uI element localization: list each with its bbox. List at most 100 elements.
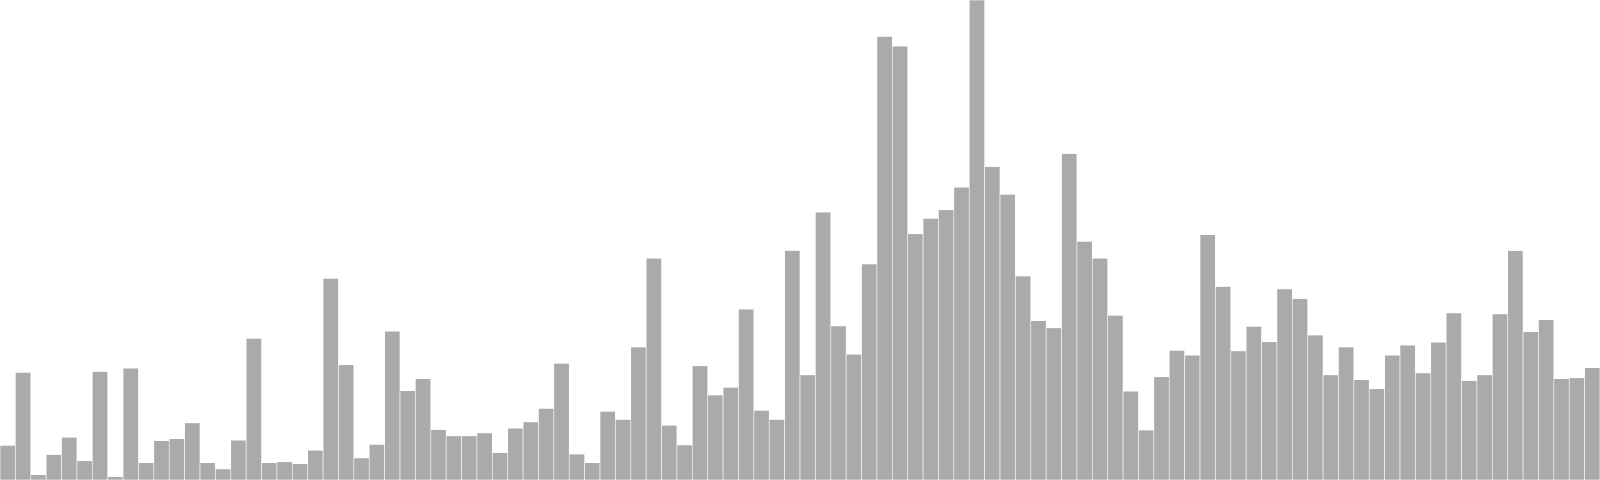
bar-31: [461, 435, 478, 480]
bar-8: [107, 476, 124, 480]
bar-43: [645, 257, 662, 480]
bar-88: [1338, 346, 1355, 480]
bar-57: [861, 263, 878, 480]
bar-33: [492, 452, 508, 480]
bar-72: [1092, 257, 1108, 480]
bar-28: [415, 378, 432, 480]
bar-90: [1368, 388, 1385, 480]
bar-94: [1430, 341, 1447, 480]
bar-104: [1584, 367, 1600, 480]
bar-100: [1522, 331, 1539, 480]
bar-2: [15, 372, 32, 480]
bar-69: [1045, 327, 1062, 480]
bar-62: [938, 209, 955, 480]
bar-61: [922, 218, 939, 480]
bar-70: [1061, 153, 1078, 480]
bar-36: [538, 408, 555, 480]
bar-4: [45, 454, 62, 480]
bar-98: [1492, 313, 1508, 480]
bar-83: [1261, 341, 1278, 480]
bar-50: [753, 410, 770, 480]
bar-81: [1230, 350, 1247, 480]
bar-55: [830, 325, 847, 480]
bar-63: [953, 186, 970, 480]
bar-11: [153, 440, 170, 480]
bar-74: [1122, 390, 1139, 480]
bar-25: [368, 444, 385, 480]
bar-75: [1138, 429, 1155, 480]
bar-10: [138, 462, 155, 480]
bar-40: [599, 411, 616, 480]
bar-95: [1445, 312, 1462, 480]
bar-91: [1384, 354, 1401, 480]
bar-24: [353, 457, 370, 480]
bar-29: [430, 429, 447, 480]
bar-20: [292, 463, 308, 480]
bar-1: [0, 445, 16, 480]
bar-99: [1507, 250, 1524, 480]
bar-19: [276, 461, 293, 480]
bar-44: [661, 424, 678, 480]
bar-17: [245, 338, 262, 480]
bar-73: [1107, 315, 1124, 480]
bar-60: [907, 233, 924, 480]
bar-84: [1276, 288, 1293, 480]
bar-52: [784, 250, 801, 480]
bar-14: [199, 462, 216, 480]
bar-3: [30, 474, 47, 480]
bar-46: [692, 365, 708, 480]
bar-78: [1184, 354, 1201, 480]
bar-103: [1568, 377, 1585, 480]
bar-49: [738, 308, 755, 480]
bar-87: [1322, 374, 1339, 480]
bar-79: [1199, 234, 1216, 480]
bar-96: [1461, 380, 1478, 480]
bar-71: [1076, 241, 1093, 480]
bar-92: [1399, 344, 1416, 480]
bar-34: [507, 427, 524, 480]
bar-16: [230, 439, 247, 480]
bar-45: [676, 444, 693, 480]
bar-86: [1307, 334, 1324, 480]
bar-97: [1476, 374, 1493, 480]
bar-27: [399, 390, 416, 480]
bar-39: [584, 462, 601, 480]
bar-101: [1538, 319, 1555, 480]
bar-54: [815, 211, 832, 480]
bar-15: [215, 468, 232, 480]
bar-22: [322, 278, 339, 480]
bar-42: [630, 346, 647, 480]
bar-26: [384, 330, 401, 480]
bar-35: [522, 421, 539, 480]
bar-51: [768, 419, 785, 480]
bar-53: [799, 374, 816, 480]
bar-80: [1215, 286, 1232, 480]
bar-37: [553, 363, 570, 480]
bar-64: [968, 0, 985, 480]
bar-48: [722, 387, 739, 480]
bar-65: [984, 166, 1001, 480]
bar-85: [1292, 298, 1308, 480]
bar-59: [892, 45, 908, 480]
bar-32: [476, 432, 493, 480]
bar-38: [568, 453, 585, 480]
bar-93: [1415, 372, 1432, 480]
bar-68: [1030, 320, 1047, 480]
bar-67: [1015, 275, 1032, 480]
bar-56: [845, 353, 862, 480]
bar-5: [61, 436, 78, 480]
bar-6: [76, 460, 93, 480]
bar-89: [1353, 379, 1370, 480]
bar-82: [1245, 326, 1262, 480]
bar-18: [261, 462, 278, 480]
bar-21: [307, 449, 324, 480]
bar-12: [168, 438, 185, 480]
bar-77: [1168, 350, 1185, 480]
bar-58: [876, 36, 893, 480]
bar-30: [445, 435, 462, 480]
bar-23: [338, 364, 355, 480]
bar-41: [615, 419, 632, 480]
bar-66: [999, 194, 1016, 480]
